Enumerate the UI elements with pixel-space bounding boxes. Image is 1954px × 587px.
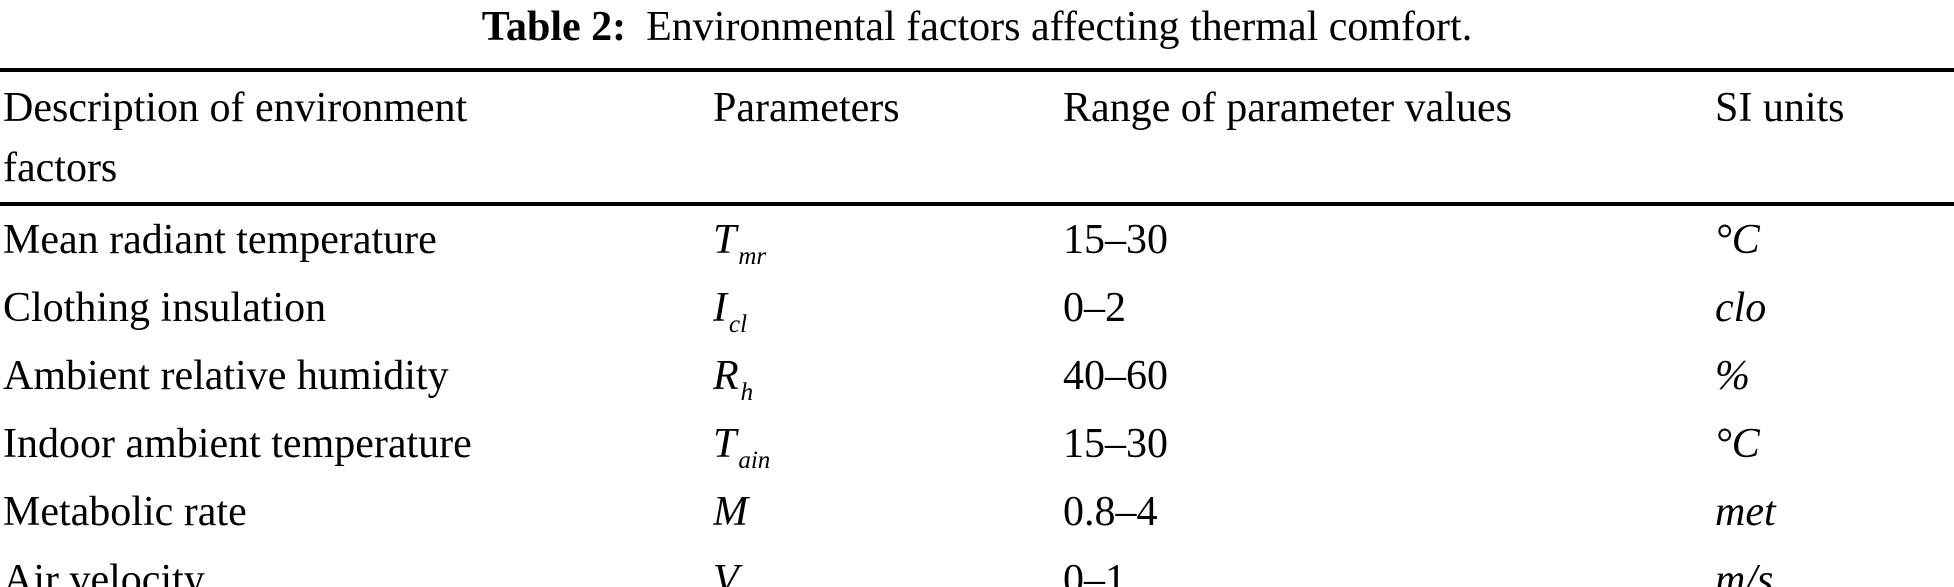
- table-row-clothing-insulation: Clothing insulation Icl 0–2 clo: [0, 277, 1954, 345]
- range-cell: 40–60: [1063, 353, 1168, 399]
- range-cell: 0–2: [1063, 285, 1126, 331]
- description-cell: Indoor ambient temperature: [3, 421, 472, 467]
- header-description-of-environment-factors: Description of environment factors: [0, 70, 713, 206]
- table-caption: Table 2: Environmental factors affecting …: [0, 0, 1954, 54]
- unit-cell: °C: [1715, 421, 1760, 467]
- parameter-cell: Tain: [713, 413, 1063, 481]
- range-cell: 15–30: [1063, 217, 1168, 263]
- unit-cell: °C: [1715, 217, 1760, 263]
- parameter-cell: Vain: [713, 549, 1063, 587]
- parameter-symbol: T: [713, 421, 737, 467]
- parameter-symbol: T: [713, 217, 737, 263]
- parameter-cell: Icl: [713, 277, 1063, 345]
- unit-cell: %: [1715, 353, 1750, 399]
- parameter-subscript: ain: [741, 583, 773, 587]
- caption-text: Environmental factors affecting thermal …: [646, 4, 1473, 50]
- table-row-ambient-relative-humidity: Ambient relative humidity Rh 40–60 %: [0, 345, 1954, 413]
- unit-cell: clo: [1715, 285, 1767, 331]
- table-row-air-velocity: Air velocity Vain 0–1 m/s: [0, 549, 1954, 587]
- parameter-cell: M: [713, 481, 1063, 549]
- header-range-of-parameter-values: Range of parameter values: [1063, 70, 1715, 206]
- table-row-indoor-ambient-temperature: Indoor ambient temperature Tain 15–30 °C: [0, 413, 1954, 481]
- header-si-units: SI units: [1715, 70, 1954, 206]
- table-row-metabolic-rate: Metabolic rate M 0.8–4 met: [0, 481, 1954, 549]
- description-cell: Ambient relative humidity: [3, 353, 449, 399]
- header-row: Description of environment factors Param…: [0, 70, 1954, 206]
- parameter-subscript: h: [740, 379, 754, 406]
- description-cell: Mean radiant temperature: [3, 217, 437, 263]
- table-header: Description of environment factors Param…: [0, 70, 1954, 206]
- caption-label: Table 2:: [481, 4, 627, 50]
- parameter-subscript: mr: [738, 243, 767, 270]
- parameter-symbol: R: [713, 353, 739, 399]
- parameter-subscript: ain: [738, 447, 771, 474]
- table-row-mean-radiant-temperature: Mean radiant temperature Tmr 15–30 °C: [0, 204, 1954, 277]
- unit-cell: met: [1715, 489, 1776, 535]
- parameter-symbol: V: [713, 557, 739, 587]
- parameter-subscript: cl: [729, 311, 748, 338]
- description-cell: Metabolic rate: [3, 489, 247, 535]
- range-cell: 15–30: [1063, 421, 1168, 467]
- unit-cell: m/s: [1715, 557, 1774, 587]
- description-cell: Clothing insulation: [3, 285, 327, 331]
- description-cell: Air velocity: [3, 557, 205, 587]
- parameter-symbol: M: [713, 489, 748, 535]
- table-body: Mean radiant temperature Tmr 15–30 °C Cl…: [0, 204, 1954, 587]
- parameter-cell: Tmr: [713, 204, 1063, 277]
- range-cell: 0–1: [1063, 557, 1126, 587]
- range-cell: 0.8–4: [1063, 489, 1158, 535]
- parameter-cell: Rh: [713, 345, 1063, 413]
- header-parameters: Parameters: [713, 70, 1063, 206]
- parameter-symbol: I: [713, 285, 727, 331]
- environmental-factors-table: Description of environment factors Param…: [0, 68, 1954, 587]
